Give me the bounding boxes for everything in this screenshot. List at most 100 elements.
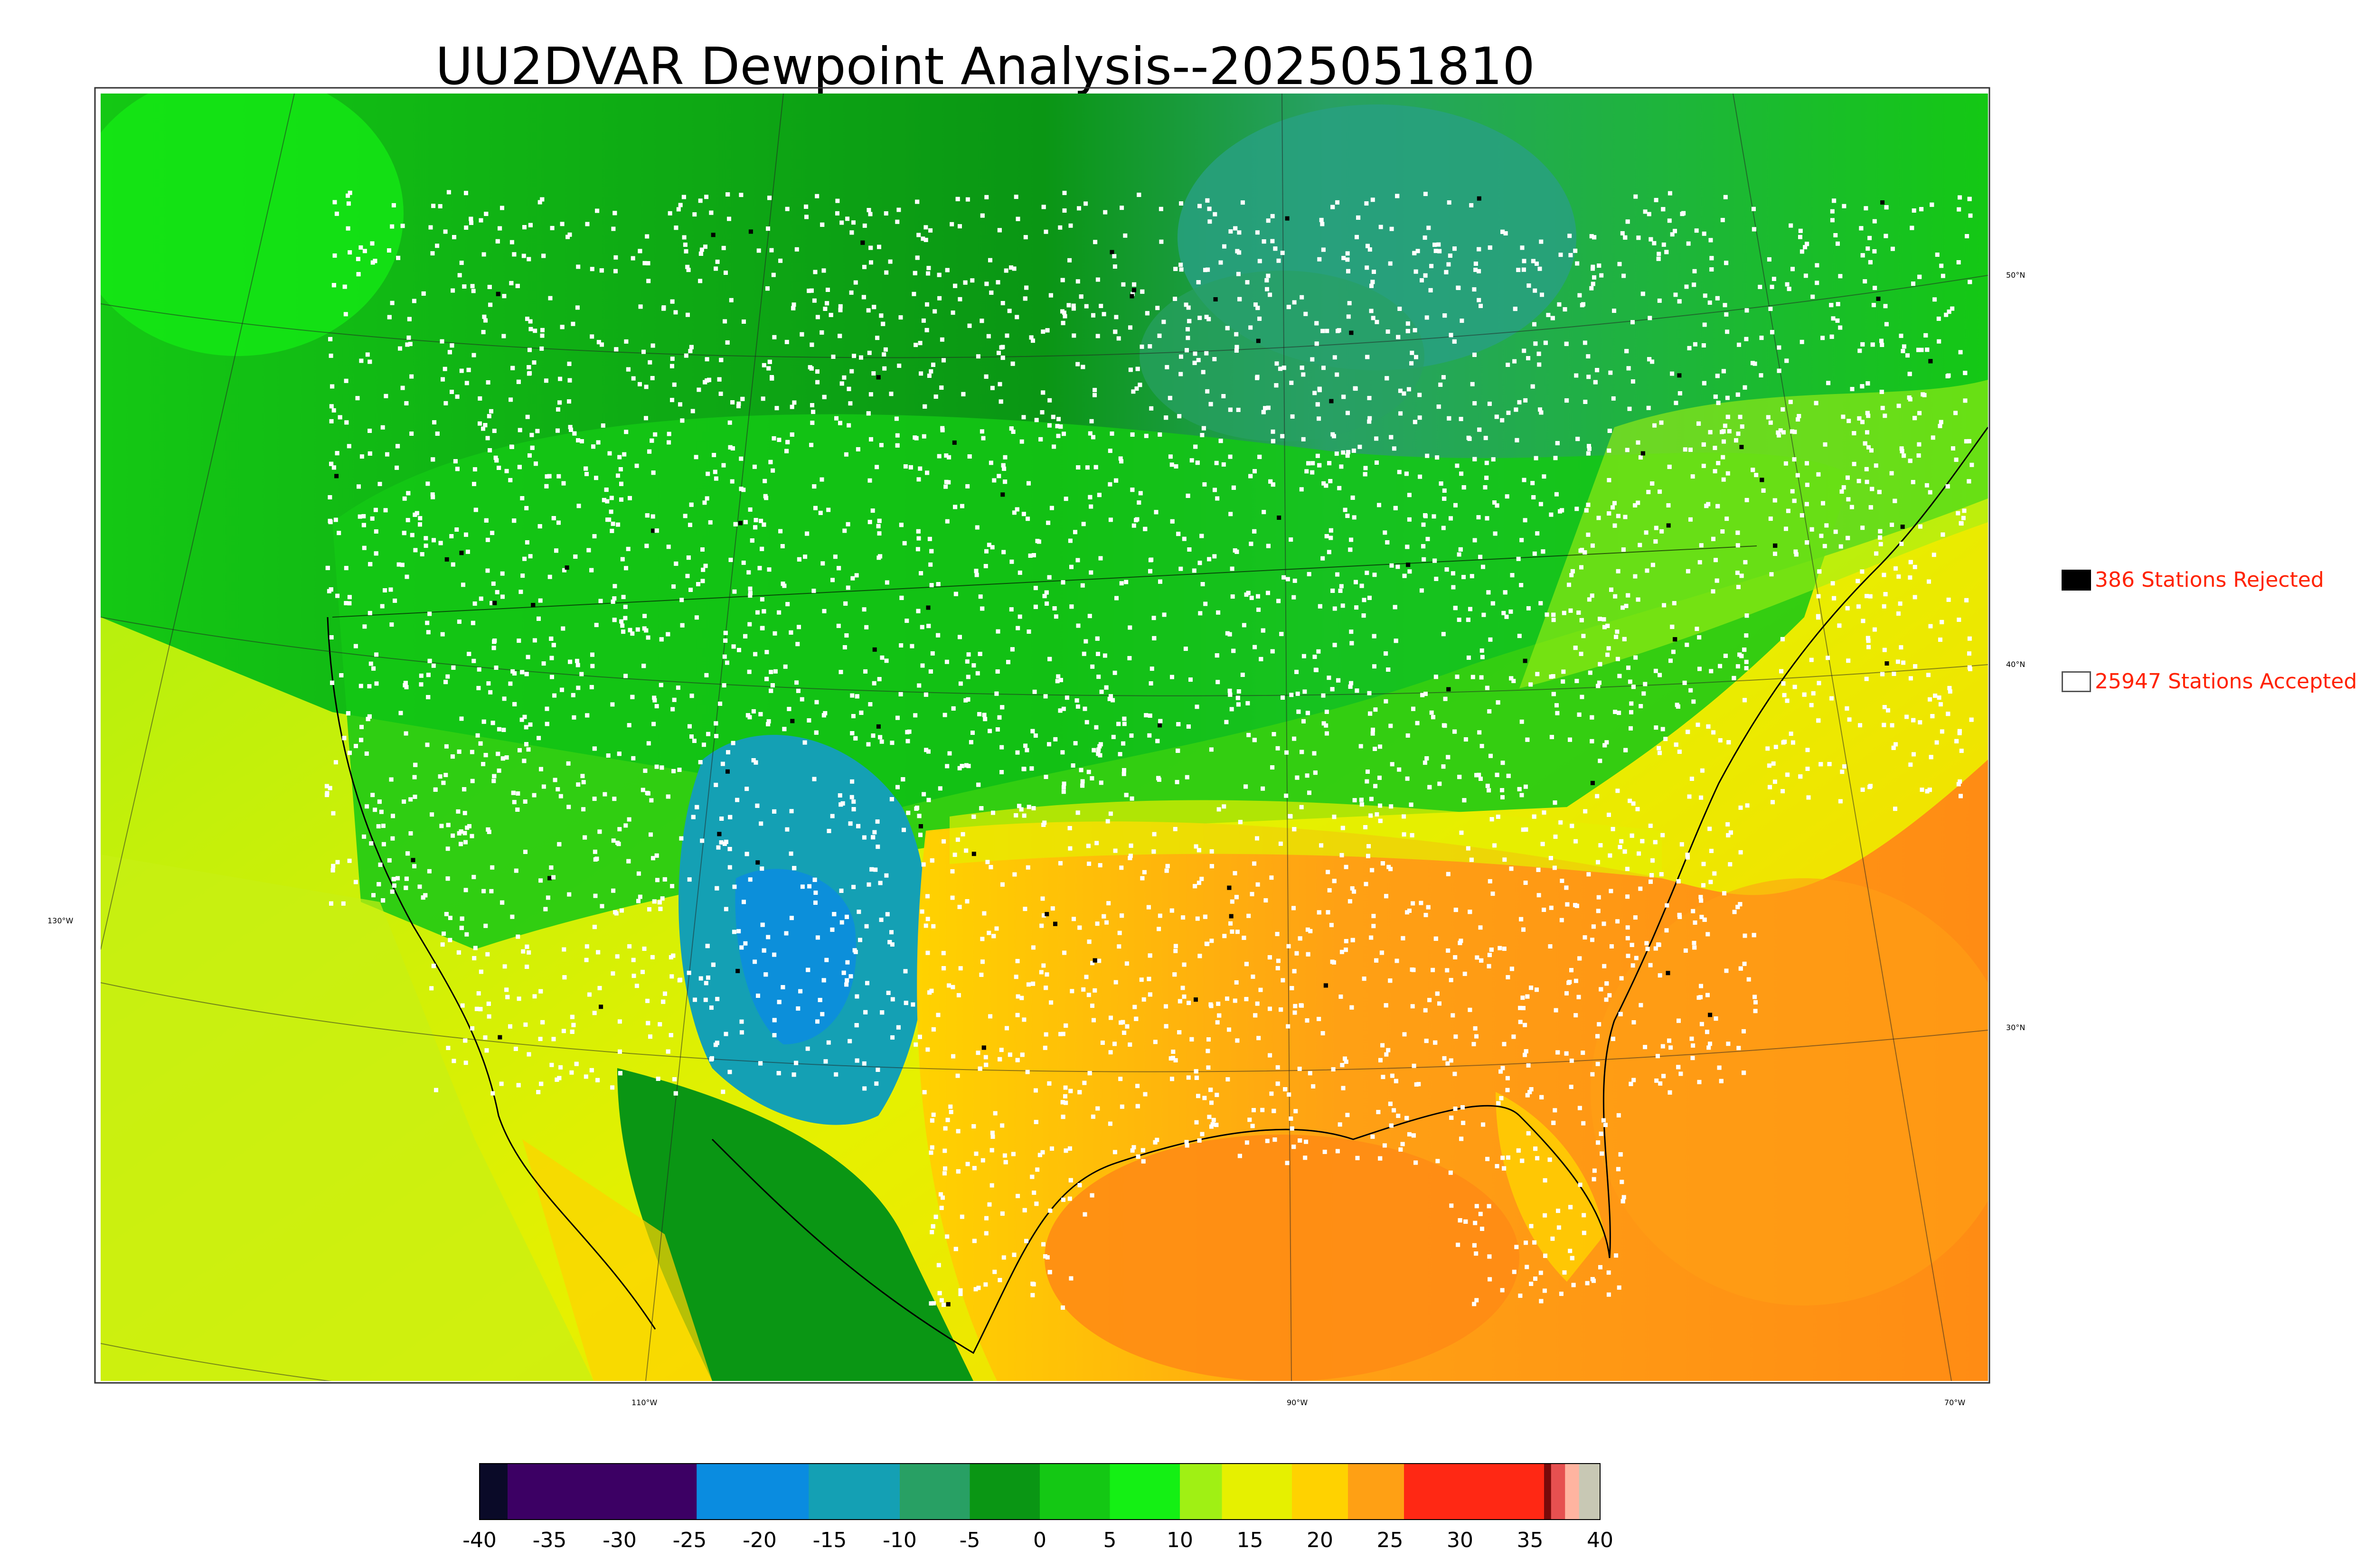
station-marker [485, 436, 490, 441]
station-marker [609, 496, 614, 500]
station-marker [353, 644, 358, 648]
station-marker [597, 986, 602, 990]
station-marker [1863, 279, 1867, 284]
station-marker [580, 774, 585, 779]
station-marker [1307, 790, 1311, 795]
station-marker [1590, 938, 1594, 942]
station-marker [1614, 635, 1619, 639]
station-marker [1192, 360, 1197, 365]
station-marker [1768, 307, 1773, 311]
station-marker [973, 1287, 978, 1292]
station-marker [1519, 793, 1524, 798]
station-marker [473, 946, 478, 950]
station-marker [1422, 557, 1426, 562]
station-marker [1500, 761, 1505, 765]
station-marker [1319, 843, 1324, 848]
station-marker [1636, 500, 1640, 505]
station-marker [1417, 393, 1422, 397]
station-marker [698, 976, 703, 981]
station-marker [448, 938, 452, 942]
station-marker [1130, 1148, 1135, 1153]
station-marker [1405, 329, 1410, 333]
station-marker [390, 836, 395, 841]
station-marker [1660, 833, 1665, 837]
station-marker [1128, 1042, 1132, 1047]
station-marker [428, 225, 433, 230]
station-marker [1235, 930, 1240, 934]
station-marker [330, 680, 334, 685]
station-marker [1567, 234, 1572, 238]
station-marker [1083, 639, 1088, 644]
station-marker [1449, 1058, 1453, 1063]
station-marker [1864, 467, 1869, 471]
station-marker [1721, 429, 1726, 434]
station-marker [412, 864, 417, 869]
station-marker [1950, 306, 1955, 311]
station-marker [976, 354, 980, 359]
station-marker [333, 760, 338, 765]
station-marker [784, 931, 789, 936]
station-marker [1308, 1071, 1312, 1076]
station-marker [1585, 1281, 1590, 1286]
station-marker [1630, 320, 1635, 325]
station-marker [1537, 266, 1542, 271]
station-marker [966, 764, 971, 769]
station-marker [537, 736, 541, 741]
station-marker [1967, 651, 1971, 656]
station-marker [353, 880, 358, 884]
station-marker [1294, 669, 1299, 674]
station-marker [1274, 361, 1279, 366]
station-marker [670, 364, 674, 368]
station-marker [1546, 313, 1551, 317]
station-marker [1208, 1088, 1213, 1092]
station-marker [1362, 976, 1366, 981]
station-marker [1128, 367, 1133, 372]
station-marker [472, 482, 476, 486]
station-marker [877, 518, 882, 523]
station-marker [800, 697, 804, 702]
station-marker [1623, 748, 1628, 752]
station-marker [1445, 968, 1450, 973]
station-marker [1021, 415, 1026, 420]
station-marker [1673, 229, 1677, 234]
station-marker [1068, 1089, 1073, 1093]
station-marker [627, 944, 632, 948]
station-marker [1135, 366, 1140, 371]
station-marker [1870, 487, 1875, 491]
station-marker [1809, 657, 1814, 662]
station-marker [1230, 594, 1235, 599]
station-marker [1732, 910, 1737, 914]
station-marker [525, 317, 529, 321]
station-marker [1433, 249, 1438, 254]
station-marker [1626, 666, 1630, 670]
station-marker [1242, 623, 1246, 628]
station-marker [933, 394, 938, 399]
station-marker [566, 761, 571, 766]
station-marker [1338, 1122, 1342, 1127]
station-marker [426, 630, 431, 635]
station-marker [1899, 333, 1903, 338]
station-marker [1275, 746, 1280, 751]
station-marker [1690, 474, 1695, 479]
station-marker [797, 625, 801, 629]
station-marker [1067, 1196, 1072, 1201]
station-marker [1953, 411, 1958, 415]
station-marker [703, 563, 708, 568]
station-marker [620, 623, 625, 628]
station-marker [1496, 815, 1500, 819]
station-marker [1084, 975, 1089, 979]
station-marker [653, 432, 658, 437]
station-marker [1255, 1001, 1260, 1006]
station-marker [982, 911, 987, 916]
station-marker [1613, 594, 1618, 599]
station-marker [1816, 614, 1820, 619]
station-marker [1934, 740, 1939, 745]
station-marker [1229, 707, 1234, 712]
station-marker [1940, 729, 1944, 734]
station-marker [1954, 457, 1959, 462]
station-marker [914, 1042, 918, 1047]
station-marker [766, 719, 771, 723]
station-marker [1860, 342, 1865, 347]
station-marker [839, 381, 844, 386]
station-marker [1826, 656, 1830, 660]
